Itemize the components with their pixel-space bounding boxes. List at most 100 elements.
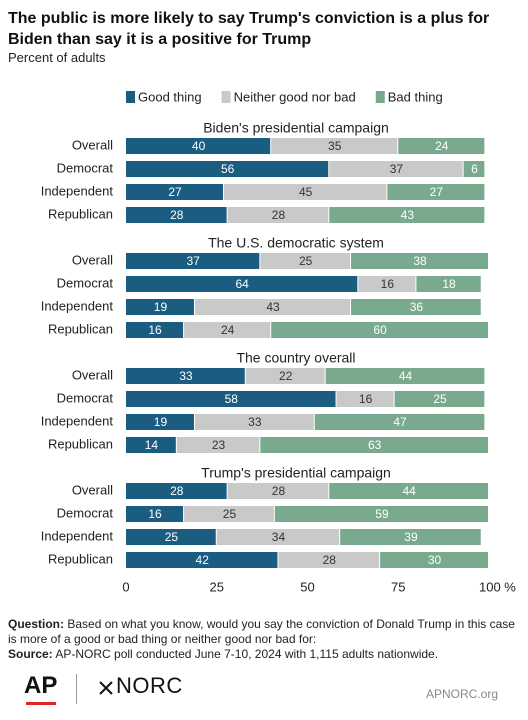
value-label: 38 [413,254,427,268]
value-label: 36 [410,300,424,314]
value-label: 18 [442,277,456,291]
bar-segment [351,299,481,315]
category-label: Overall [72,367,113,382]
value-label: 16 [148,323,162,337]
norc-mark [99,681,113,695]
x-tick-label: 50 [300,579,314,594]
bar-segment [329,161,463,177]
bar-segment [380,552,488,568]
category-label: Republican [48,206,113,221]
value-label: 27 [430,185,444,199]
value-label: 37 [390,162,404,176]
bar-segment [329,483,488,499]
category-label: Overall [72,482,113,497]
bar-segment [126,437,176,453]
category-label: Republican [48,436,113,451]
value-label: 35 [328,139,342,153]
bar-segment [274,506,488,522]
bar-segment [271,138,398,154]
bar-segment [398,138,485,154]
bar-segment [126,529,216,545]
bar-segment [394,391,485,407]
value-label: 63 [368,438,382,452]
category-label: Democrat [57,390,114,405]
bar-segment [126,138,271,154]
bar-segment [387,184,485,200]
value-label: 43 [266,300,280,314]
value-label: 24 [435,139,449,153]
category-label: Independent [41,528,114,543]
bar-segment [329,207,485,223]
bar-segment [325,368,485,384]
chart-title: The public is more likely to say Trump's… [8,10,490,48]
value-label: 30 [428,553,442,567]
bar-segment [336,391,394,407]
bar-segment [184,506,274,522]
bar-segment [271,322,488,338]
bar-segment [216,529,340,545]
bar-segment [463,161,485,177]
bar-segment [314,414,485,430]
value-label: 25 [165,530,179,544]
ap-logo-bar [26,702,56,705]
category-label: Overall [72,252,113,267]
category-label: Republican [48,551,113,566]
value-label: 56 [221,162,235,176]
value-label: 33 [248,415,262,429]
bar-segment [126,506,184,522]
norc-logo: NORC [116,673,183,698]
value-label: 44 [402,484,416,498]
value-label: 22 [279,369,293,383]
category-label: Democrat [57,505,114,520]
legend-swatch [375,91,385,103]
value-label: 28 [170,208,184,222]
bar-segment [260,253,351,269]
group-title: Biden's presidential campaign [203,120,389,136]
question: Based on what you know, would you say th… [8,617,515,646]
legend-label: Neither good nor bad [234,89,356,104]
bar-segment [224,184,387,200]
value-label: 16 [148,507,162,521]
bar-segment [194,414,314,430]
logo-divider [76,674,77,704]
value-label: 14 [145,438,159,452]
legend-label: Good thing [138,89,202,104]
group-title: The country overall [236,350,355,366]
value-label: 42 [196,553,210,567]
value-label: 44 [399,369,413,383]
value-label: 43 [401,208,415,222]
bar-segment [126,391,336,407]
value-label: 34 [272,530,286,544]
group-title: The U.S. democratic system [208,235,384,251]
chart: Good thing Neither good nor bad Bad thing 0… [41,89,517,594]
category-label: Independent [41,298,114,313]
value-label: 19 [154,415,168,429]
category-label: Overall [72,137,113,152]
x-tick-label: 25 [210,579,224,594]
value-label: 25 [433,392,447,406]
value-label: 23 [212,438,226,452]
bar-segment [227,483,329,499]
bar-segment [126,207,227,223]
bar-segment [126,299,194,315]
value-label: 6 [471,162,478,176]
value-label: 45 [299,185,313,199]
value-label: 24 [221,323,235,337]
chart-subtitle: Percent of adults [8,50,106,65]
bar-segment [245,368,325,384]
source: AP-NORC poll conducted June 7-10, 2024 w… [55,647,439,661]
ap-logo: AP [24,672,58,699]
bar-segment [227,207,329,223]
bar-segment [278,552,380,568]
legend-swatch [126,91,135,103]
bar-segment [176,437,260,453]
value-label: 39 [404,530,418,544]
value-label: 58 [225,392,239,406]
bar-segment [126,161,329,177]
bar-segment [351,253,488,269]
value-label: 28 [170,484,184,498]
bar-segment [126,184,224,200]
bar-segment [126,414,194,430]
category-label: Independent [41,183,114,198]
bar-segment [126,322,184,338]
